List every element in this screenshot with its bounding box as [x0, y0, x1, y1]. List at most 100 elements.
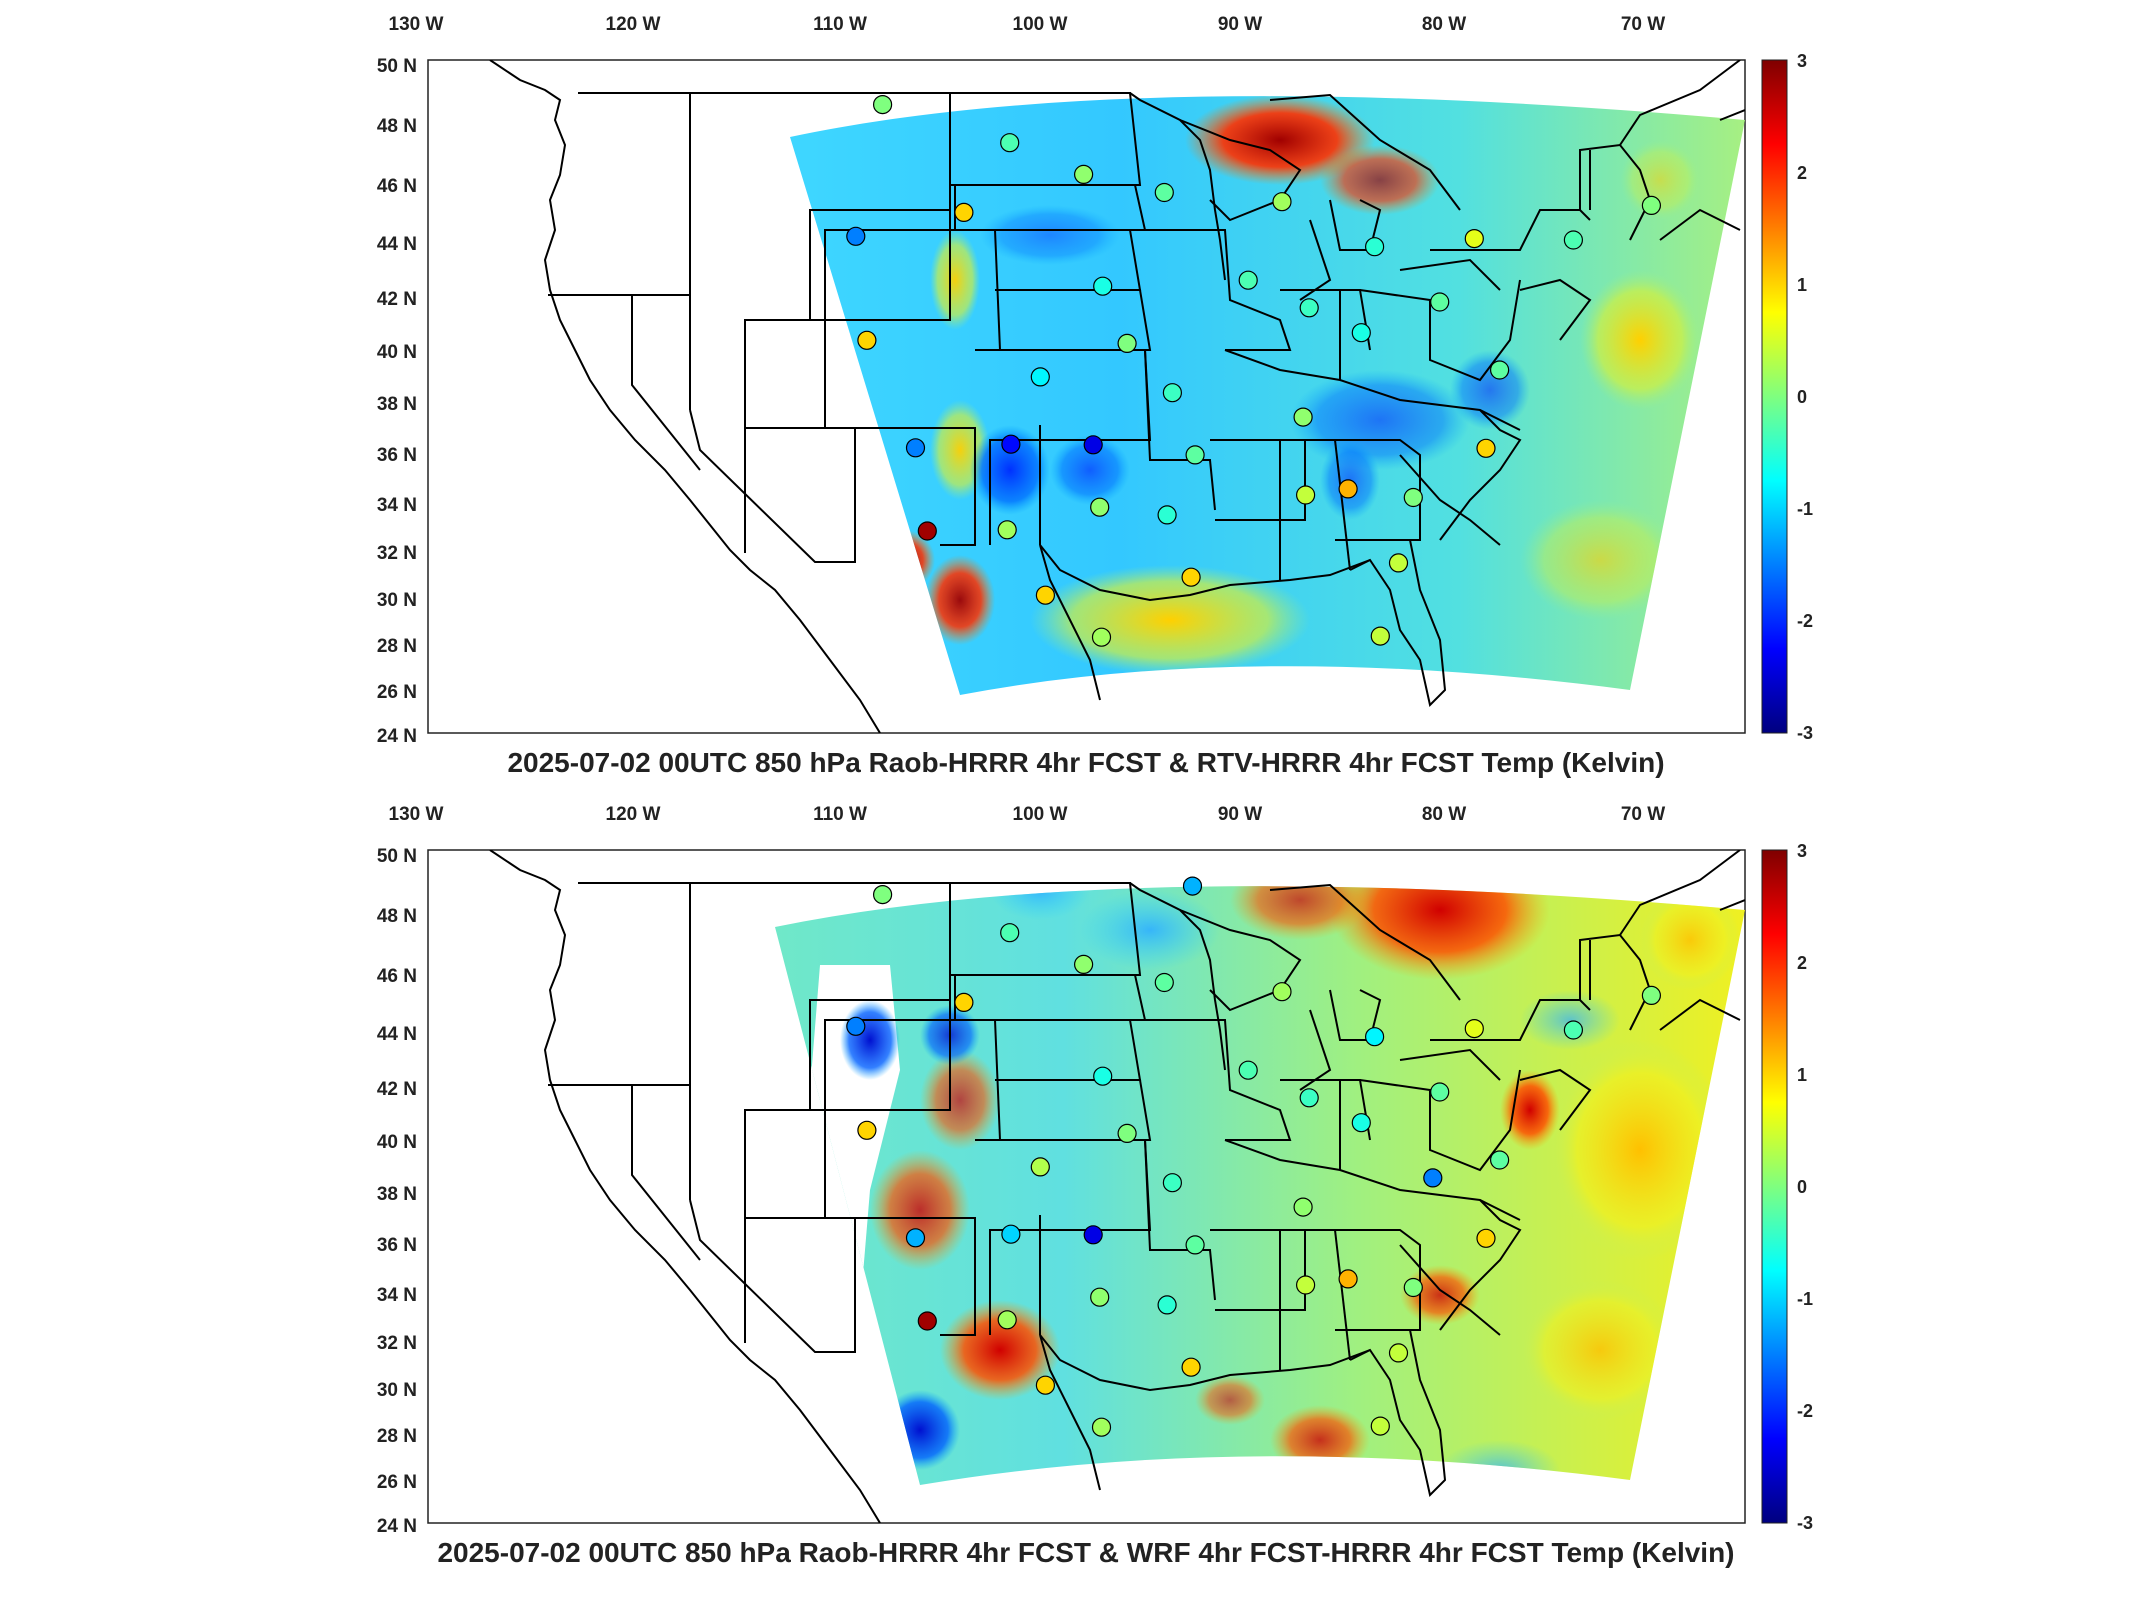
raob-station-marker	[1154, 972, 1174, 993]
colorbar-scale	[1761, 59, 1788, 734]
raob-station-marker	[1563, 230, 1584, 250]
raob-station-marker	[1338, 479, 1358, 499]
longitude-labels: 130 W 120 W 110 W 100 W 90 W 80 W 70 W	[389, 804, 1666, 825]
raob-station-marker	[1476, 438, 1496, 458]
raob-station-marker	[1476, 1228, 1496, 1248]
raob-station-marker	[905, 1228, 926, 1248]
lon-label-90w: 90 W	[1218, 804, 1262, 825]
raob-station-marker	[1030, 1157, 1050, 1177]
raob-station-marker	[1641, 195, 1662, 215]
raob-station-marker	[1001, 434, 1021, 454]
raob-station-marker	[1090, 497, 1110, 517]
raob-station-marker	[1430, 1082, 1450, 1102]
lat-label-50n: 50 N	[377, 846, 417, 867]
raob-station-marker	[1641, 985, 1662, 1005]
panel-title: 2025-07-02 00UTC 850 hPa Raob-HRRR 4hr F…	[507, 747, 1664, 778]
raob-station-marker	[872, 94, 893, 115]
latitude-labels: 50 N 48 N 46 N 44 N 42 N 40 N 38 N 36 N …	[377, 846, 417, 1537]
raob-station-marker	[1293, 1197, 1313, 1217]
colorbar-tick-neg1: -1	[1797, 1289, 1813, 1309]
lon-label-130w: 130 W	[389, 804, 444, 825]
raob-station-marker	[1162, 383, 1183, 403]
colorbar-tick-3: 3	[1797, 51, 1807, 71]
raob-station-marker	[1117, 333, 1137, 353]
raob-station-marker	[1000, 133, 1020, 153]
raob-station-marker	[1293, 407, 1313, 427]
raob-station-marker	[917, 1311, 937, 1331]
lat-label-48n: 48 N	[377, 906, 417, 927]
lon-label-130w: 130 W	[389, 14, 444, 35]
colorbar-tick-2: 2	[1797, 953, 1807, 973]
lon-label-110w: 110 W	[813, 14, 867, 35]
raob-station-marker	[1364, 1027, 1385, 1047]
raob-station-marker	[1181, 1357, 1201, 1377]
raob-station-marker	[1001, 1224, 1021, 1244]
colorbar-tick-0: 0	[1797, 387, 1807, 407]
lat-label-34n: 34 N	[377, 1285, 417, 1306]
raob-station-marker	[1185, 1235, 1205, 1255]
raob-station-marker	[1093, 276, 1113, 296]
raob-station-marker	[1091, 1417, 1112, 1437]
lat-label-36n: 36 N	[377, 1235, 417, 1256]
raob-station-marker	[954, 992, 974, 1012]
colorbar-tick-3: 3	[1797, 841, 1807, 861]
raob-station-marker	[1295, 485, 1316, 505]
raob-station-marker	[1162, 1173, 1183, 1193]
raob-station-marker	[1117, 1123, 1137, 1143]
raob-station-marker	[1000, 923, 1020, 943]
raob-station-marker	[1091, 627, 1112, 647]
colorbar: 3 2 1 0 -1 -2 -3	[1761, 841, 1813, 1533]
lat-label-26n: 26 N	[377, 682, 417, 703]
raob-station-marker	[1157, 1295, 1177, 1315]
raob-station-marker	[1489, 1150, 1510, 1170]
lat-label-38n: 38 N	[377, 394, 417, 415]
lat-label-42n: 42 N	[377, 1079, 417, 1100]
colorbar-scale	[1761, 849, 1788, 1524]
state-borders	[489, 60, 1745, 733]
raob-station-marker	[1154, 182, 1174, 203]
raob-station-marker	[1035, 1375, 1056, 1395]
lat-label-44n: 44 N	[377, 1024, 417, 1045]
raob-station-marker	[857, 330, 877, 350]
lat-label-26n: 26 N	[377, 1472, 417, 1493]
raob-station-marker	[1464, 1019, 1484, 1039]
lat-label-40n: 40 N	[377, 1132, 417, 1153]
colorbar-tick-neg2: -2	[1797, 611, 1813, 631]
colorbar-tick-neg2: -2	[1797, 1401, 1813, 1421]
lon-label-100w: 100 W	[1013, 804, 1068, 825]
raob-station-marker	[1073, 164, 1094, 184]
lat-label-30n: 30 N	[377, 590, 417, 611]
raob-station-marker	[1489, 360, 1510, 380]
colorbar-tick-1: 1	[1797, 275, 1807, 295]
lat-label-34n: 34 N	[377, 495, 417, 516]
raob-station-marker	[1295, 1275, 1316, 1295]
raob-station-marker	[846, 1016, 866, 1036]
raob-station-marker	[1238, 1060, 1258, 1080]
colorbar-tick-1: 1	[1797, 1065, 1807, 1085]
lat-label-28n: 28 N	[377, 1426, 417, 1447]
raob-station-marker	[1182, 876, 1203, 896]
raob-station-marker	[1364, 237, 1385, 257]
lon-label-110w: 110 W	[813, 804, 867, 825]
raob-station-marker	[1299, 1088, 1319, 1108]
raob-station-marker	[1370, 626, 1390, 646]
raob-station-marker	[1185, 445, 1205, 465]
lat-label-46n: 46 N	[377, 966, 417, 987]
lat-label-30n: 30 N	[377, 1380, 417, 1401]
raob-station-marker	[1388, 1343, 1409, 1363]
raob-station-marker	[997, 1310, 1017, 1330]
latitude-labels: 50 N 48 N 46 N 44 N 42 N 40 N 38 N 36 N …	[377, 56, 417, 747]
colorbar: 3 2 1 0 -1 -2 -3	[1761, 51, 1813, 743]
raob-station-markers	[846, 876, 1662, 1437]
lat-label-46n: 46 N	[377, 176, 417, 197]
raob-station-marker	[1423, 1168, 1443, 1188]
colorbar-tick-neg3: -3	[1797, 1513, 1813, 1533]
lon-label-80w: 80 W	[1422, 804, 1466, 825]
lat-label-32n: 32 N	[377, 1333, 417, 1354]
raob-station-marker	[997, 520, 1017, 540]
longitude-labels: 130 W 120 W 110 W 100 W 90 W 80 W 70 W	[389, 14, 1666, 35]
colorbar-tick-neg3: -3	[1797, 723, 1813, 743]
lat-label-24n: 24 N	[377, 1516, 417, 1537]
raob-station-marker	[846, 226, 866, 246]
lat-label-42n: 42 N	[377, 289, 417, 310]
